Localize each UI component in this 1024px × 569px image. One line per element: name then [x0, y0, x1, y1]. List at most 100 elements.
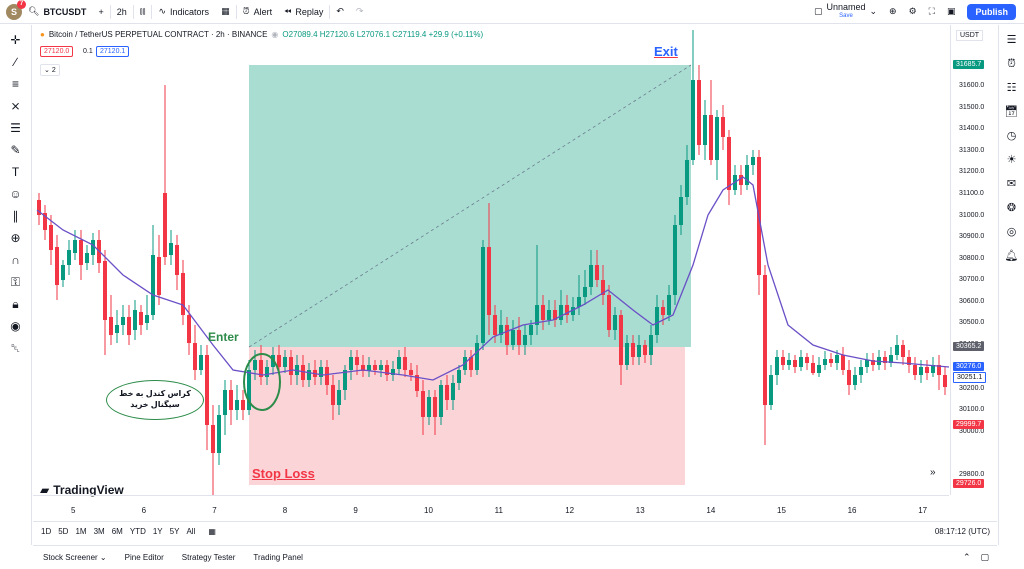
fullscreen-button[interactable]: ⛶	[923, 0, 941, 24]
price-tick: 31300.0	[959, 147, 985, 154]
price-tick: 31600.0	[959, 82, 985, 89]
settings-button[interactable]: ⚙︎	[903, 0, 923, 24]
calendar-icon[interactable]: 📅︎	[1004, 106, 1019, 118]
symbol-search[interactable]: 🔍︎ BTCUSDT	[22, 0, 92, 24]
smiley-icon[interactable]: ☺︎	[9, 187, 22, 201]
candle-body	[547, 310, 551, 320]
lock-drawings-icon[interactable]: ⚿	[10, 275, 21, 289]
pattern-icon[interactable]: ⨯	[10, 99, 21, 113]
replay-button[interactable]: ⏪︎ Replay	[278, 0, 329, 24]
candle-body	[799, 357, 803, 367]
sell-price[interactable]: 27120.0	[40, 46, 74, 57]
currency-button[interactable]: USDT	[956, 30, 984, 41]
publish-label: Publish	[967, 3, 1016, 20]
chart-pane[interactable]	[33, 25, 949, 495]
candle-body	[403, 357, 407, 370]
layout-name-block: Unnamed Save	[826, 2, 865, 21]
hotlist-icon[interactable]: ◷	[1006, 130, 1017, 142]
time-axis[interactable]: 5 6 7 8 9 10 11 12 13 14 15 16 17	[33, 495, 949, 515]
ideas-icon[interactable]: ☀︎	[1006, 154, 1017, 166]
undo-icon: ↶	[336, 6, 344, 16]
range-1y[interactable]: 1Y	[152, 527, 163, 536]
range-1m[interactable]: 1M	[75, 527, 87, 536]
quick-search-button[interactable]: ⊕	[883, 0, 903, 24]
price-axis[interactable]: 31600.0 31500.0 31400.0 31300.0 31200.0 31100…	[950, 25, 997, 495]
watchlist-icon[interactable]: ☰	[1006, 34, 1017, 46]
clock[interactable]: 08:17:12 (UTC)	[934, 527, 990, 536]
candle-body	[355, 357, 359, 365]
chevron-down-icon: ⌄	[44, 67, 50, 74]
data-window-icon[interactable]: ☷	[1006, 82, 1017, 94]
candle-body	[43, 213, 47, 230]
tab-strategy-tester[interactable]: Strategy Tester	[181, 553, 236, 562]
trash-icon[interactable]: ␡	[10, 341, 21, 355]
eye-icon[interactable]: ◉	[271, 30, 279, 39]
crosshair-icon[interactable]: ✛	[10, 33, 21, 47]
scroll-right-button[interactable]: »	[930, 467, 936, 478]
user-avatar[interactable]: S 7	[6, 0, 26, 20]
price-tag: 29999.7	[953, 420, 985, 429]
tab-pine-editor[interactable]: Pine Editor	[124, 553, 164, 562]
indicators-button[interactable]: ∿ Indicators	[152, 0, 215, 24]
interval-button[interactable]: 2h	[116, 6, 127, 17]
eye-icon[interactable]: ◉	[10, 319, 21, 333]
range-1d[interactable]: 1D	[41, 527, 52, 536]
notifications-icon[interactable]: 🔔︎	[1004, 250, 1019, 262]
candle-body	[613, 315, 617, 330]
candle-body	[595, 265, 599, 280]
candle-body	[151, 255, 155, 315]
candle-body	[475, 343, 479, 370]
candle-body	[439, 385, 443, 417]
layout-menu[interactable]: ▢ Unnamed Save ⌄	[808, 0, 883, 24]
streams-icon[interactable]: ❂	[1006, 202, 1017, 214]
candle-body	[193, 343, 197, 370]
alert-button[interactable]: ⏰︎ Alert	[237, 0, 279, 24]
fib-icon[interactable]: ☰	[10, 121, 21, 135]
candle-body	[505, 325, 509, 345]
range-ytd[interactable]: YTD	[129, 527, 146, 536]
lock-icon[interactable]: 🔒︎	[12, 297, 19, 311]
chevron-up-icon[interactable]: ⌃	[962, 552, 971, 562]
range-all[interactable]: All	[186, 527, 196, 536]
broadcast-icon[interactable]: ◎	[1006, 226, 1017, 238]
templates-button[interactable]: ▦	[215, 0, 236, 24]
watermark-text: TradingView	[53, 483, 124, 497]
candle-body	[121, 317, 125, 325]
collapse-indicators-button[interactable]: ⌄ 2	[40, 64, 60, 76]
chart-type-button[interactable]: ⫾⫾	[134, 0, 152, 24]
alarm-clock-icon[interactable]: ⏰︎	[1007, 58, 1016, 70]
magnet-icon[interactable]: ∩	[11, 253, 20, 267]
text-icon[interactable]: T	[11, 165, 20, 179]
ruler-icon[interactable]: ∥	[12, 209, 19, 223]
buy-price[interactable]: 27120.1	[96, 46, 130, 57]
top-toolbar: S 7 🔍︎ BTCUSDT + 2h ⫾⫾ ∿ Indicators ▦ ⏰︎…	[0, 0, 1024, 24]
publish-button[interactable]: Publish	[961, 0, 1024, 24]
tab-trading-panel[interactable]: Trading Panel	[253, 553, 303, 562]
calendar-icon[interactable]: ▦	[208, 527, 216, 536]
candle-body	[523, 335, 527, 345]
time-tick: 10	[424, 506, 433, 515]
horizontal-lines-icon[interactable]: ≡	[11, 77, 19, 91]
redo-button: ↷	[350, 0, 370, 24]
add-symbol-button[interactable]: +	[92, 0, 109, 24]
range-5y[interactable]: 5Y	[169, 527, 180, 536]
candle-body	[793, 360, 797, 367]
range-3m[interactable]: 3M	[93, 527, 105, 536]
range-6m[interactable]: 6M	[111, 527, 123, 536]
range-5d[interactable]: 5D	[58, 527, 69, 536]
brush-icon[interactable]: ✎︎	[10, 143, 21, 157]
snapshot-button[interactable]: ▣	[941, 0, 962, 24]
zoom-in-icon[interactable]: ⊕	[10, 231, 21, 245]
price-tick: 30100.0	[959, 406, 985, 413]
candle-body	[715, 117, 719, 160]
tab-stock-screener[interactable]: Stock Screener ⌄	[43, 553, 107, 562]
candle-body	[169, 243, 173, 255]
candle-body	[373, 365, 377, 370]
candle-body	[115, 325, 119, 333]
candle-body	[655, 307, 659, 335]
trendline-icon[interactable]: ∕	[14, 55, 17, 69]
chat-icon[interactable]: ✉︎	[1006, 178, 1017, 190]
drawing-toolbar: ✛ ∕ ≡ ⨯ ☰ ✎︎ T ☺︎ ∥ ⊕ ∩ ⚿ 🔒︎ ◉ ␡	[0, 25, 32, 545]
undo-button[interactable]: ↶	[330, 0, 350, 24]
maximize-icon[interactable]: ▢	[980, 552, 989, 562]
